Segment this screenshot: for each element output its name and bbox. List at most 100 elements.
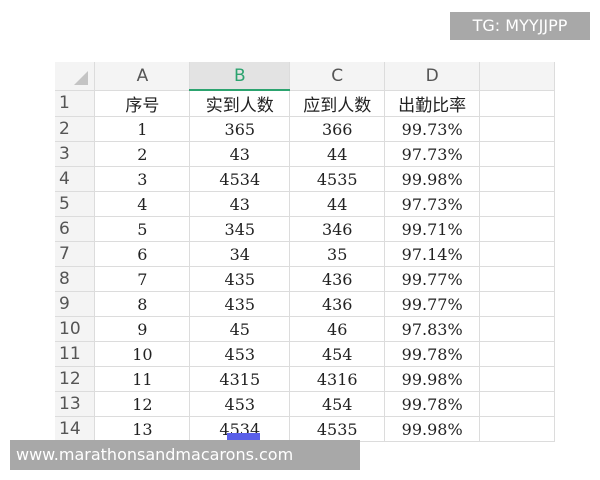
cell[interactable]: 366 — [289, 116, 386, 142]
row-header[interactable]: 10 — [55, 316, 96, 342]
row-header[interactable]: 4 — [55, 166, 96, 192]
row-header[interactable]: 12 — [55, 366, 96, 392]
cell[interactable]: 应到人数 — [289, 90, 386, 117]
column-header-a[interactable]: A — [94, 62, 191, 91]
cell[interactable]: 435 — [189, 266, 291, 292]
cell[interactable]: 454 — [289, 341, 386, 367]
row-header[interactable]: 14 — [55, 416, 96, 442]
table-row: 1 序号 实到人数 应到人数 出勤比率 — [55, 90, 555, 117]
cell[interactable]: 44 — [289, 191, 386, 217]
cell[interactable] — [479, 241, 555, 267]
row-header[interactable]: 5 — [55, 191, 96, 217]
cell[interactable]: 4316 — [289, 366, 386, 392]
cell[interactable]: 99.77% — [384, 291, 481, 317]
table-row: 10 9 45 46 97.83% — [55, 316, 555, 342]
row-header[interactable]: 3 — [55, 141, 96, 167]
column-header-e[interactable] — [479, 62, 555, 91]
cell[interactable]: 436 — [289, 266, 386, 292]
website-banner: www.marathonsandmacarons.com — [10, 440, 360, 470]
cell[interactable]: 99.71% — [384, 216, 481, 242]
cell[interactable] — [479, 141, 555, 167]
cell[interactable]: 46 — [289, 316, 386, 342]
row-header[interactable]: 7 — [55, 241, 96, 267]
cell[interactable]: 序号 — [94, 90, 191, 117]
select-all-corner[interactable] — [55, 62, 96, 91]
cell[interactable]: 99.78% — [384, 391, 481, 417]
cell[interactable] — [479, 316, 555, 342]
cell[interactable] — [479, 391, 555, 417]
table-row: 3 2 43 44 97.73% — [55, 141, 555, 167]
cell[interactable]: 346 — [289, 216, 386, 242]
cell[interactable] — [479, 341, 555, 367]
row-header[interactable]: 2 — [55, 116, 96, 142]
cell[interactable]: 1 — [94, 116, 191, 142]
cell[interactable]: 454 — [289, 391, 386, 417]
cell[interactable]: 35 — [289, 241, 386, 267]
cell[interactable] — [479, 291, 555, 317]
cell[interactable]: 4534 — [189, 166, 291, 192]
cell[interactable]: 97.73% — [384, 141, 481, 167]
cell[interactable]: 453 — [189, 341, 291, 367]
column-header-c[interactable]: C — [289, 62, 386, 91]
cell[interactable]: 97.73% — [384, 191, 481, 217]
cell[interactable]: 9 — [94, 316, 191, 342]
cell[interactable]: 45 — [189, 316, 291, 342]
cell[interactable] — [479, 90, 555, 117]
cell[interactable] — [479, 191, 555, 217]
cell[interactable]: 4535 — [289, 416, 386, 442]
table-row: 6 5 345 346 99.71% — [55, 216, 555, 242]
cell[interactable]: 4 — [94, 191, 191, 217]
cell[interactable]: 44 — [289, 141, 386, 167]
cell[interactable]: 97.83% — [384, 316, 481, 342]
cell[interactable]: 6 — [94, 241, 191, 267]
cell[interactable]: 34 — [189, 241, 291, 267]
cell[interactable]: 97.14% — [384, 241, 481, 267]
cell[interactable]: 10 — [94, 341, 191, 367]
cell[interactable]: 2 — [94, 141, 191, 167]
cell[interactable]: 7 — [94, 266, 191, 292]
row-header[interactable]: 1 — [55, 90, 96, 117]
table-row: 8 7 435 436 99.77% — [55, 266, 555, 292]
row-header[interactable]: 8 — [55, 266, 96, 292]
table-row: 9 8 435 436 99.77% — [55, 291, 555, 317]
cell[interactable]: 3 — [94, 166, 191, 192]
cell[interactable] — [479, 166, 555, 192]
cell[interactable] — [479, 216, 555, 242]
column-header-d[interactable]: D — [384, 62, 481, 91]
row-header[interactable]: 13 — [55, 391, 96, 417]
table-row: 7 6 34 35 97.14% — [55, 241, 555, 267]
corner-triangle-icon — [74, 70, 89, 85]
cell[interactable]: 5 — [94, 216, 191, 242]
row-header[interactable]: 6 — [55, 216, 96, 242]
cell[interactable]: 99.73% — [384, 116, 481, 142]
cell[interactable] — [479, 116, 555, 142]
cell[interactable]: 12 — [94, 391, 191, 417]
cell[interactable]: 实到人数 — [189, 90, 291, 117]
cell[interactable]: 11 — [94, 366, 191, 392]
cell[interactable]: 43 — [189, 141, 291, 167]
table-row: 14 13 4534 4535 99.98% — [55, 416, 555, 442]
cell[interactable]: 453 — [189, 391, 291, 417]
cell[interactable]: 365 — [189, 116, 291, 142]
cell[interactable]: 43 — [189, 191, 291, 217]
cell[interactable]: 8 — [94, 291, 191, 317]
cell[interactable] — [479, 416, 555, 442]
cell[interactable]: 13 — [94, 416, 191, 442]
cell[interactable] — [479, 366, 555, 392]
cell[interactable]: 345 — [189, 216, 291, 242]
cell[interactable]: 99.98% — [384, 416, 481, 442]
column-header-b[interactable]: B — [189, 62, 291, 91]
row-header[interactable]: 9 — [55, 291, 96, 317]
cell[interactable]: 99.77% — [384, 266, 481, 292]
cell[interactable] — [479, 266, 555, 292]
cell[interactable]: 435 — [189, 291, 291, 317]
cell[interactable]: 99.98% — [384, 366, 481, 392]
cell[interactable]: 出勤比率 — [384, 90, 481, 117]
cell[interactable]: 99.78% — [384, 341, 481, 367]
cell[interactable]: 4535 — [289, 166, 386, 192]
cell[interactable]: 99.98% — [384, 166, 481, 192]
cell[interactable]: 4315 — [189, 366, 291, 392]
cell[interactable]: 436 — [289, 291, 386, 317]
row-header[interactable]: 11 — [55, 341, 96, 367]
table-row: 11 10 453 454 99.78% — [55, 341, 555, 367]
